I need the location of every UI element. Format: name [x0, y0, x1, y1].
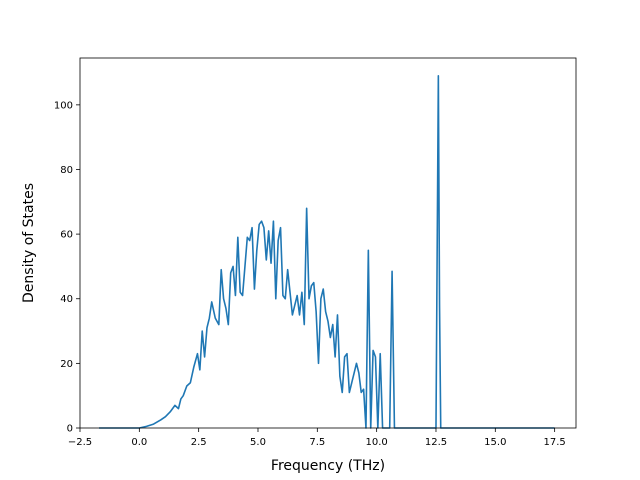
x-axis: −2.5 0.0 2.5 5.0 7.5 10.0 12.5 15.0 17.5	[68, 428, 566, 448]
y-tick-label: 40	[60, 294, 73, 305]
x-tick-label: 15.0	[484, 437, 506, 448]
y-axis: 0 20 40 60 80 100	[54, 100, 80, 435]
y-tick-label: 60	[60, 230, 73, 241]
x-tick-label: 2.5	[191, 437, 207, 448]
x-axis-label: Frequency (THz)	[271, 458, 385, 474]
x-tick-label: 17.5	[544, 437, 566, 448]
x-tick-label: 7.5	[309, 437, 325, 448]
plot-area	[80, 58, 576, 428]
x-tick-label: 5.0	[250, 437, 266, 448]
y-axis-label: Density of States	[21, 183, 37, 303]
y-tick-label: 100	[54, 100, 73, 111]
dos-series-line-0	[98, 74, 555, 429]
x-tick-label: −2.5	[68, 437, 92, 448]
x-tick-label: 0.0	[131, 437, 147, 448]
y-tick-label: 20	[60, 359, 73, 370]
x-tick-label: 10.0	[366, 437, 388, 448]
y-tick-label: 0	[67, 424, 73, 435]
x-tick-label: 12.5	[425, 437, 447, 448]
y-tick-label: 80	[60, 165, 73, 176]
plot-frame	[79, 57, 577, 429]
